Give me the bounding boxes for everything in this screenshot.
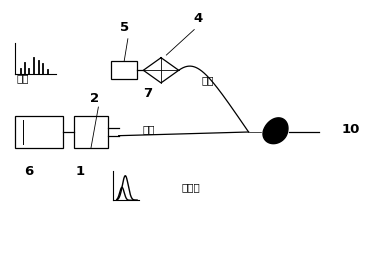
Text: 输出: 输出 xyxy=(16,73,29,83)
Text: 10: 10 xyxy=(342,123,360,136)
Text: 4: 4 xyxy=(193,12,202,25)
Text: 光纤: 光纤 xyxy=(142,124,155,134)
Bar xyxy=(74,116,108,148)
Text: 7: 7 xyxy=(144,87,153,100)
Text: 5: 5 xyxy=(120,21,129,34)
Text: 光纤: 光纤 xyxy=(202,76,214,86)
Text: 激发光: 激发光 xyxy=(181,182,200,192)
Polygon shape xyxy=(263,118,288,144)
Bar xyxy=(111,61,137,79)
Text: 2: 2 xyxy=(90,92,99,105)
Text: 1: 1 xyxy=(75,165,84,178)
Text: 6: 6 xyxy=(24,165,33,178)
Bar xyxy=(16,116,63,148)
